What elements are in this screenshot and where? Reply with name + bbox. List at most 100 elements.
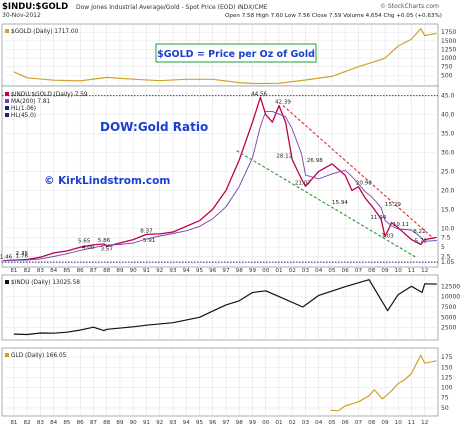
data-label: 1.46 — [0, 255, 13, 261]
x-tick-label: 05 — [328, 268, 336, 274]
gld-series-line — [330, 354, 437, 412]
y-tick-label: 5000 — [441, 314, 456, 321]
x-tick-label: 86 — [77, 268, 85, 274]
x-tick-label: 84 — [50, 420, 58, 426]
data-label: 21.07 — [295, 180, 311, 186]
x-tick-label: 94 — [183, 420, 191, 426]
x-tick-label: 85 — [63, 268, 71, 274]
x-tick-label: 81 — [10, 268, 18, 274]
y-tick-label: 125 — [441, 374, 453, 381]
data-label: 5.65 — [78, 239, 91, 245]
x-tick-label: 10 — [395, 268, 403, 274]
y-tick-label: 10000 — [441, 294, 460, 301]
x-tick-label: 85 — [63, 420, 71, 426]
x-tick-label: 82 — [24, 268, 31, 274]
series-lines — [3, 28, 437, 412]
data-label: 3.57 — [100, 247, 113, 253]
data-label: 42.39 — [275, 100, 291, 106]
x-tick-label: 01 — [275, 420, 283, 426]
legend-label: $GOLD (Daily) 1717.00 — [11, 29, 79, 35]
trend-lines — [236, 105, 435, 259]
x-tick-label: 00 — [262, 268, 270, 274]
data-label: 15.29 — [385, 202, 401, 208]
x-tick-label: 96 — [209, 268, 217, 274]
x-tick-label: 83 — [37, 268, 45, 274]
data-label: 1.76 — [16, 253, 29, 259]
x-tick-label: 99 — [249, 420, 257, 426]
legend-label: $INDU (Daily) 13025.58 — [11, 280, 80, 286]
x-tick-label: 84 — [50, 268, 58, 274]
y-tick-label: 7.5 — [441, 235, 451, 242]
y-tick-label: 1500 — [441, 38, 456, 45]
x-tick-label: 90 — [130, 268, 138, 274]
legend-label: HL(45.0) — [11, 113, 36, 119]
x-tick-label: 12 — [421, 420, 428, 426]
y-tick-label: 2.5 — [441, 254, 451, 261]
x-tick-label: 09 — [381, 420, 389, 426]
x-tick-label: 02 — [289, 420, 296, 426]
x-tick-label: 95 — [196, 268, 204, 274]
legend-swatch — [5, 92, 9, 96]
data-label: 5.86 — [98, 238, 111, 244]
gold-annotation-text: $GOLD = Price per Oz of Gold — [157, 49, 315, 60]
x-tick-label: 92 — [156, 268, 163, 274]
ratio-chart-title: DOW:Gold Ratio — [100, 120, 208, 134]
x-tick-label: 87 — [90, 268, 98, 274]
x-tick-label: 83 — [37, 420, 45, 426]
y-tick-label: 1.05 — [441, 259, 455, 266]
x-tick-label: 10 — [395, 420, 403, 426]
data-label: 28.12 — [276, 154, 292, 160]
y-tick-label: 50 — [441, 405, 449, 412]
y-tick-label: 45.0 — [441, 93, 455, 100]
data-label: 11.94 — [370, 215, 386, 221]
y-tick-label: 1250 — [441, 46, 456, 53]
data-label: 2.35 — [16, 251, 29, 257]
x-tick-label: 82 — [24, 420, 31, 426]
y-tick-label: 7500 — [441, 304, 456, 311]
y-tick-label: 5 — [441, 244, 445, 251]
x-tick-label: 08 — [368, 420, 376, 426]
x-tick-label: 07 — [355, 268, 363, 274]
y-tick-label: 10.0 — [441, 225, 455, 232]
x-tick-label: 06 — [342, 420, 350, 426]
x-tick-label: 00 — [262, 420, 270, 426]
x-tick-label: 87 — [90, 420, 98, 426]
y-tick-label: 20.0 — [441, 187, 455, 194]
y-tick-label: 12500 — [441, 283, 460, 290]
x-tick-label: 91 — [143, 420, 151, 426]
y-tick-label: 15.0 — [441, 206, 455, 213]
gld-panel-frame — [1, 347, 439, 417]
chart-title: $INDU:$GOLD — [2, 2, 68, 12]
legend-swatch — [5, 106, 9, 110]
x-tick-label: 98 — [236, 420, 244, 426]
y-tick-label: 35.0 — [441, 131, 455, 138]
data-label: 15.94 — [332, 200, 348, 206]
y-tick-label: 1750 — [441, 29, 456, 36]
x-tick-label: 96 — [209, 420, 217, 426]
data-label: 5.91 — [143, 238, 156, 244]
x-tick-label: 97 — [222, 420, 230, 426]
indu-series-line — [13, 279, 437, 336]
y-tick-label: 500 — [441, 72, 453, 79]
chart-subtitle: Dow Jones Industrial Average/Gold - Spot… — [76, 4, 268, 11]
data-label: 20.98 — [356, 181, 372, 187]
legend-swatch — [5, 99, 9, 103]
x-tick-label: 94 — [183, 268, 191, 274]
x-tick-label: 09 — [381, 268, 389, 274]
legend-label: GLD (Daily) 166.05 — [11, 353, 67, 359]
legend-swatch — [5, 280, 9, 284]
x-tick-label: 05 — [328, 420, 336, 426]
data-label: 10.11 — [393, 222, 409, 228]
legend-label: HL(1.06) — [11, 106, 36, 112]
x-tick-label: 95 — [196, 420, 204, 426]
legend-label: $INDU:$GOLD (Daily) 7.59 — [11, 92, 88, 98]
x-tick-label: 99 — [249, 268, 257, 274]
x-tick-label: 89 — [116, 268, 124, 274]
legend-label: MA(200) 7.81 — [11, 99, 51, 105]
x-tick-label: 98 — [236, 268, 244, 274]
data-label: 8.22 — [413, 229, 425, 235]
y-tick-label: 25.0 — [441, 168, 455, 175]
stats-label: Open 7.58 High 7.60 Low 7.56 Close 7.59 … — [225, 13, 442, 19]
legend-swatch — [5, 353, 9, 357]
